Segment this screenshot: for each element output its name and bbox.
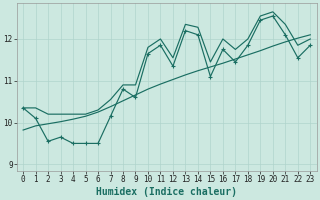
X-axis label: Humidex (Indice chaleur): Humidex (Indice chaleur) — [96, 186, 237, 197]
